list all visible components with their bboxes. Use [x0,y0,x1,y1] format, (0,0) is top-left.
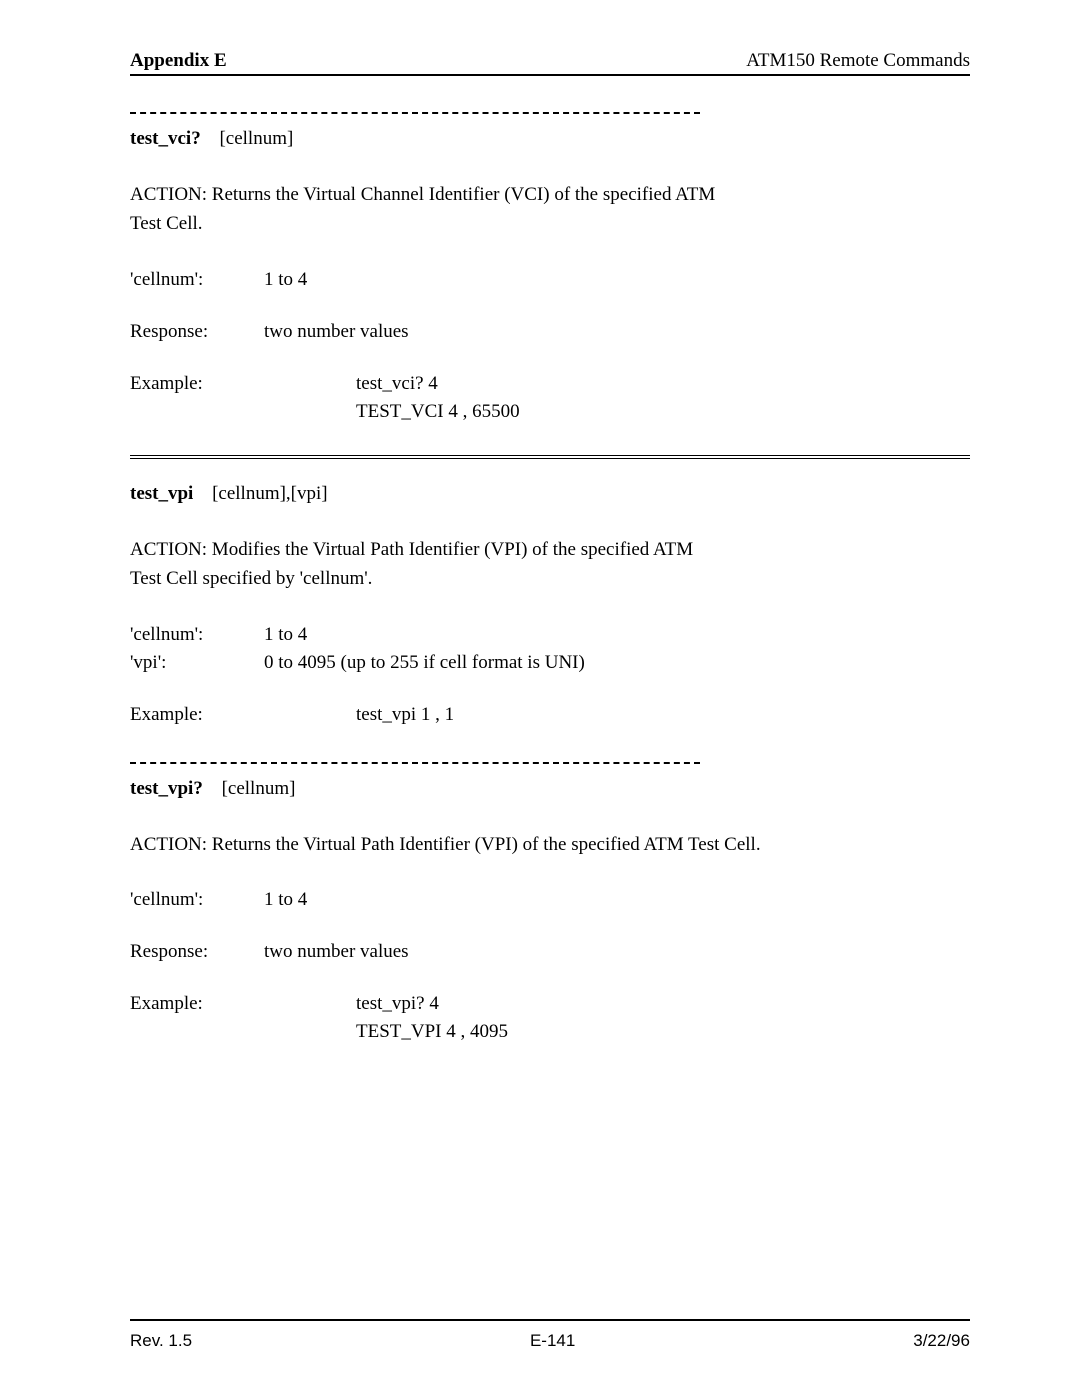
example-line: test_vpi 1 , 1 [260,704,454,726]
action-line: Test Cell specified by 'cellnum'. [130,564,970,593]
example-block: Example: test_vpi 1 , 1 [130,704,970,726]
response-label: Response: [130,941,260,963]
dashed-separator [130,762,700,764]
response-row: Response: two number values [130,941,970,963]
example-label: Example: [130,704,260,726]
action-line: ACTION: Returns the Virtual Path Identif… [130,830,970,859]
response-value: two number values [260,941,409,963]
page-header: Appendix E ATM150 Remote Commands [130,50,970,76]
command-args: [cellnum] [205,128,293,149]
footer-rev: Rev. 1.5 [130,1331,192,1351]
response-label: Response: [130,321,260,343]
command-name: test_vci? [130,128,201,149]
response-value: two number values [260,321,409,343]
command-line: test_vci? [cellnum] [130,128,970,150]
param-row: 'vpi': 0 to 4095 (up to 255 if cell form… [130,652,970,674]
footer-page: E-141 [530,1331,575,1351]
param-row: 'cellnum': 1 to 4 [130,889,970,911]
action-line: Test Cell. [130,209,970,238]
param-value: 1 to 4 [260,889,307,911]
header-left: Appendix E [130,50,227,72]
action-text: ACTION: Modifies the Virtual Path Identi… [130,535,970,594]
example-label: Example: [130,373,260,395]
param-value: 1 to 4 [260,624,307,646]
action-line: ACTION: Modifies the Virtual Path Identi… [130,535,970,564]
command-line: test_vpi [cellnum],[vpi] [130,483,970,505]
command-name: test_vpi? [130,778,203,799]
action-text: ACTION: Returns the Virtual Channel Iden… [130,180,970,239]
header-right: ATM150 Remote Commands [746,50,970,72]
page-footer: Rev. 1.5 E-141 3/22/96 [130,1331,970,1351]
example-line: TEST_VCI 4 , 65500 [130,401,970,423]
param-row: 'cellnum': 1 to 4 [130,269,970,291]
example-line: test_vci? 4 [260,373,438,395]
param-label: 'vpi': [130,652,260,674]
double-separator [130,455,970,459]
example-block: Example: test_vpi? 4 TEST_VPI 4 , 4095 [130,993,970,1043]
action-line: ACTION: Returns the Virtual Channel Iden… [130,180,970,209]
footer-date: 3/22/96 [913,1331,970,1351]
command-args: [cellnum] [208,778,296,799]
param-value: 0 to 4095 (up to 255 if cell format is U… [260,652,585,674]
example-line: test_vpi? 4 [260,993,439,1015]
example-block: Example: test_vci? 4 TEST_VCI 4 , 65500 [130,373,970,423]
example-line: TEST_VPI 4 , 4095 [130,1021,970,1043]
response-row: Response: two number values [130,321,970,343]
action-text: ACTION: Returns the Virtual Path Identif… [130,830,970,859]
command-args: [cellnum],[vpi] [198,483,328,504]
example-label: Example: [130,993,260,1015]
dashed-separator [130,112,700,114]
param-label: 'cellnum': [130,269,260,291]
param-label: 'cellnum': [130,889,260,911]
command-name: test_vpi [130,483,193,504]
command-line: test_vpi? [cellnum] [130,778,970,800]
footer-rule [130,1319,970,1321]
param-value: 1 to 4 [260,269,307,291]
param-row: 'cellnum': 1 to 4 [130,624,970,646]
param-label: 'cellnum': [130,624,260,646]
page: Appendix E ATM150 Remote Commands test_v… [0,0,1080,1397]
